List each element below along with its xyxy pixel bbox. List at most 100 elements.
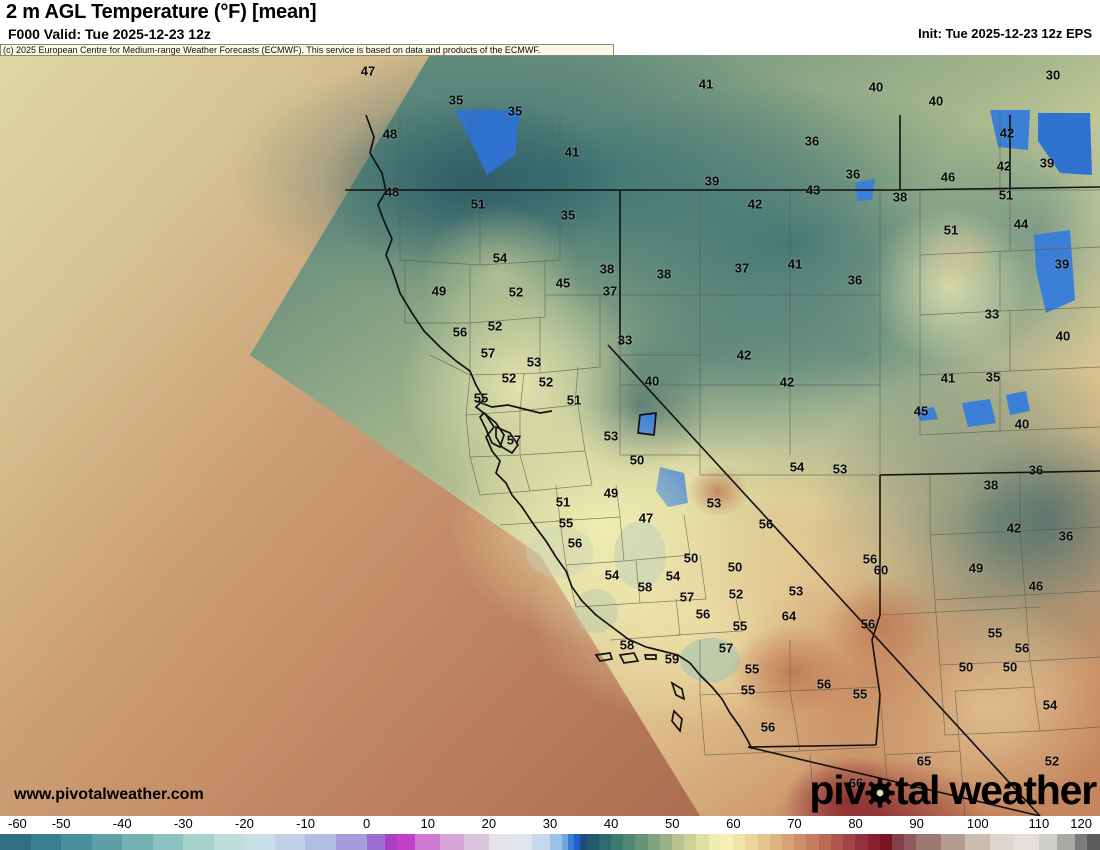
colorbar-segment xyxy=(1014,834,1039,850)
colorbar-segment xyxy=(122,834,153,850)
temperature-value-label: 33 xyxy=(984,306,1000,322)
colorbar-gradient[interactable] xyxy=(0,834,1100,850)
temperature-value-label: 40 xyxy=(1055,328,1071,344)
copyright-notice: (c) 2025 European Centre for Medium-rang… xyxy=(0,44,614,56)
colorbar-segment xyxy=(397,834,416,850)
brand-text-post: tal weather xyxy=(895,767,1097,813)
temperature-value-label: 56 xyxy=(860,616,876,632)
colorbar-segment xyxy=(384,834,398,850)
colorbar-segment xyxy=(274,834,306,850)
temperature-value-label: 47 xyxy=(638,510,654,526)
temperature-value-label: 39 xyxy=(704,173,720,189)
colorbar-segment xyxy=(244,834,275,850)
colorbar-tick-label: 50 xyxy=(664,816,680,831)
colorbar-segment xyxy=(1056,834,1076,850)
temperature-value-label: 47 xyxy=(360,63,376,79)
colorbar-segment xyxy=(940,834,966,850)
temperature-value-label: 50 xyxy=(727,559,743,575)
temperature-value-label: 53 xyxy=(526,354,542,370)
temperature-value-label: 57 xyxy=(480,345,496,361)
temperature-value-label: 54 xyxy=(665,568,681,584)
colorbar-tick-label: 100 xyxy=(966,816,989,831)
temperature-value-label: 50 xyxy=(958,659,974,675)
temperature-value-label: 42 xyxy=(779,374,795,390)
colorbar-tick-label: 40 xyxy=(603,816,619,831)
colorbar-tick-label: -10 xyxy=(296,816,315,831)
colorbar-segment xyxy=(152,834,184,850)
temperature-value-label: 48 xyxy=(382,126,398,142)
colorbar[interactable]: -60 -50 -40 -30 -20 -10 0 10 20 30 40 50 60 70 80 90 100… xyxy=(0,816,1100,850)
temperature-value-label: 64 xyxy=(781,608,797,624)
colorbar-tick-label: -30 xyxy=(173,816,193,831)
colorbar-tick-label: 80 xyxy=(848,816,863,831)
colorbar-segment xyxy=(989,834,1015,850)
colorbar-segment xyxy=(415,834,440,850)
colorbar-segment xyxy=(366,834,385,850)
colorbar-segment xyxy=(1075,834,1088,850)
temperature-value-label: 45 xyxy=(913,403,929,419)
colorbar-segment xyxy=(843,834,856,850)
temperature-value-label: 50 xyxy=(1002,659,1018,675)
temperature-value-label: 56 xyxy=(567,535,583,551)
colorbar-segment xyxy=(879,834,892,850)
page-title: 2 m AGL Temperature (°F) [mean] xyxy=(6,1,317,23)
gear-icon xyxy=(865,778,895,808)
colorbar-segment xyxy=(916,834,941,850)
temperature-value-label: 52 xyxy=(501,370,517,386)
geographic-borders xyxy=(345,114,1100,816)
temperature-value-label: 45 xyxy=(555,275,571,291)
temperature-value-label: 66 xyxy=(848,775,864,791)
temperature-value-label: 51 xyxy=(555,494,571,510)
temperature-value-label: 59 xyxy=(664,651,680,667)
temperature-value-label: 41 xyxy=(787,256,803,272)
colorbar-tick-label: 10 xyxy=(420,816,435,831)
temperature-value-label: 41 xyxy=(564,144,580,160)
page-header: 2 m AGL Temperature (°F) [mean] F000 Val… xyxy=(0,0,1100,56)
temperature-value-label: 49 xyxy=(431,283,447,299)
colorbar-segment xyxy=(647,834,660,850)
colorbar-segment xyxy=(891,834,905,850)
temperature-value-label: 43 xyxy=(805,182,821,198)
temperature-value-label: 57 xyxy=(718,640,734,656)
colorbar-segment xyxy=(61,834,92,850)
temperature-value-label: 55 xyxy=(558,515,574,531)
temperature-value-label: 42 xyxy=(999,125,1015,141)
colorbar-segment xyxy=(696,834,709,850)
temperature-value-label: 35 xyxy=(507,103,523,119)
temperature-value-label: 41 xyxy=(940,370,956,386)
colorbar-segment xyxy=(598,834,611,850)
colorbar-segment xyxy=(30,834,62,850)
colorbar-segment xyxy=(183,834,214,850)
temperature-value-label: 39 xyxy=(1039,155,1055,171)
temperature-value-label: 50 xyxy=(629,452,645,468)
colorbar-segment xyxy=(580,834,587,850)
colorbar-segment xyxy=(684,834,697,850)
colorbar-segment xyxy=(720,834,734,850)
temperature-value-label: 55 xyxy=(987,625,1003,641)
colorbar-segment xyxy=(623,834,636,850)
temperature-value-label: 54 xyxy=(604,567,620,583)
temperature-value-label: 41 xyxy=(698,76,714,92)
colorbar-tick-label: 110 xyxy=(1028,816,1050,831)
temperature-value-label: 36 xyxy=(847,272,863,288)
temperature-value-label: 49 xyxy=(968,560,984,576)
colorbar-segment xyxy=(1087,834,1100,850)
temperature-value-label: 56 xyxy=(758,516,774,532)
temperature-value-label: 53 xyxy=(706,495,722,511)
temperature-value-label: 44 xyxy=(1013,216,1029,232)
temperature-value-label: 54 xyxy=(789,459,805,475)
temperature-value-label: 54 xyxy=(1042,697,1058,713)
temperature-value-label: 55 xyxy=(740,682,756,698)
temperature-value-label: 53 xyxy=(603,428,619,444)
temperature-value-label: 42 xyxy=(1006,520,1022,536)
temperature-value-label: 57 xyxy=(679,589,695,605)
temperature-value-label: 51 xyxy=(943,222,959,238)
temperature-map[interactable]: 47 35 35 41 40 40 30 48 41 36 42 42 39 48 39 36 43 38 46 51… xyxy=(0,55,1100,816)
temperature-value-label: 56 xyxy=(1014,640,1030,656)
temperature-value-label: 51 xyxy=(566,392,582,408)
temperature-value-label: 53 xyxy=(832,461,848,477)
colorbar-tick-label: -50 xyxy=(51,816,71,831)
temperature-value-label: 35 xyxy=(560,207,576,223)
temperature-value-label: 65 xyxy=(916,753,932,769)
colorbar-segment xyxy=(574,834,581,850)
